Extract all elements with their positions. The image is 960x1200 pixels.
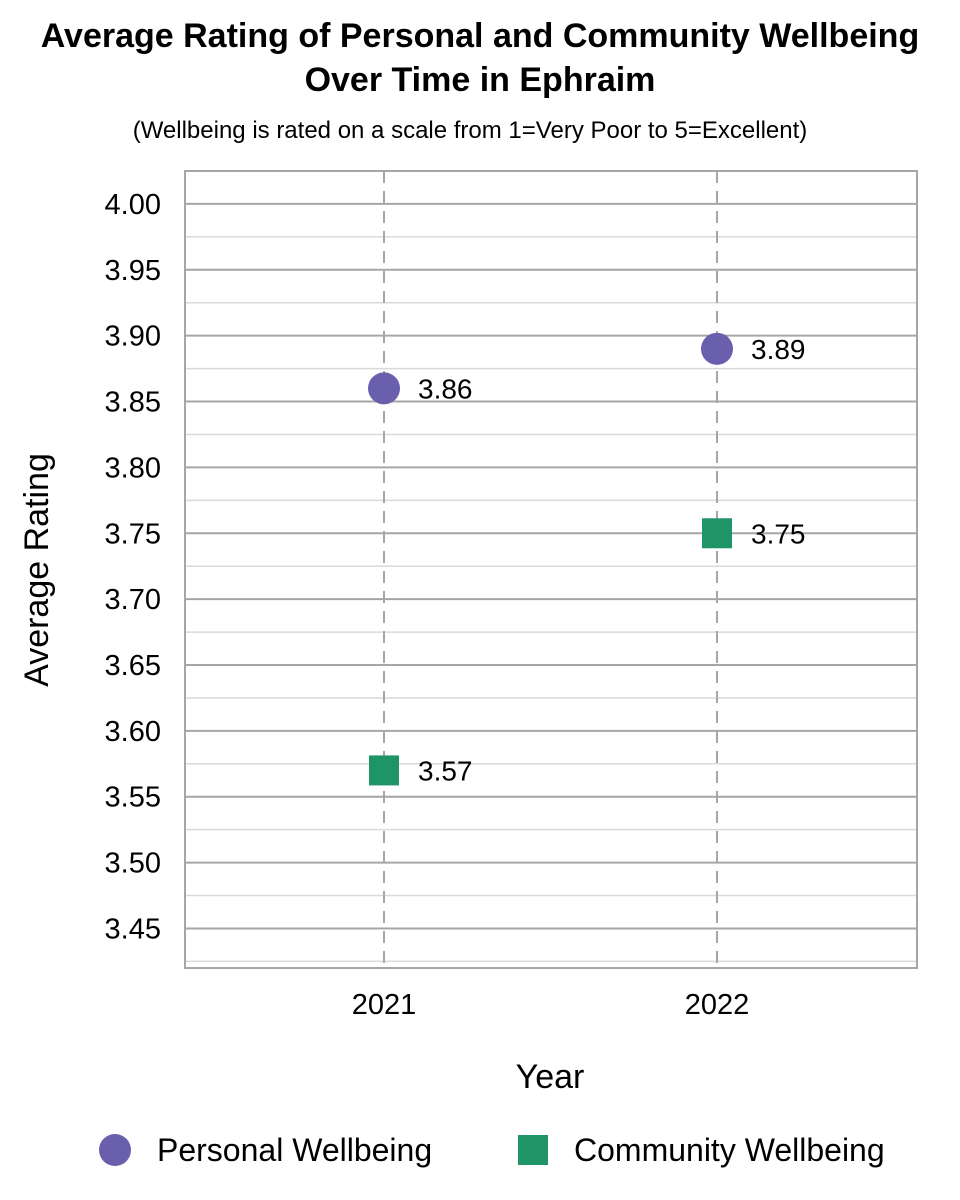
legend-item-personal: Personal Wellbeing bbox=[99, 1128, 432, 1172]
y-tick-label: 3.45 bbox=[105, 913, 161, 945]
legend-marker-community bbox=[518, 1135, 548, 1165]
legend: Personal Wellbeing Community Wellbeing bbox=[0, 1128, 960, 1172]
y-tick-label: 3.60 bbox=[105, 716, 161, 748]
x-tick-label: 2022 bbox=[685, 989, 750, 1021]
chart-title: Average Rating of Personal and Community… bbox=[40, 17, 920, 99]
y-tick-label: 3.95 bbox=[105, 255, 161, 287]
y-tick-label: 3.80 bbox=[105, 452, 161, 484]
y-tick-label: 3.65 bbox=[105, 650, 161, 682]
y-tick-label: 3.70 bbox=[105, 584, 161, 616]
data-point-personal bbox=[701, 332, 733, 365]
data-point-community bbox=[702, 518, 732, 549]
data-label: 3.57 bbox=[418, 755, 473, 786]
chart-plot: 4.00 3.95 3.90 3.85 3.80 3.75 3.70 3.65 3.60 3.55… bbox=[18, 170, 918, 1096]
y-tick-label: 4.00 bbox=[105, 189, 161, 221]
data-label: 3.89 bbox=[751, 334, 806, 365]
y-tick-label: 3.90 bbox=[105, 321, 161, 353]
data-label: 3.86 bbox=[418, 373, 473, 404]
legend-label-personal: Personal Wellbeing bbox=[157, 1132, 433, 1168]
y-tick-label: 3.85 bbox=[105, 387, 161, 419]
legend-item-community: Community Wellbeing bbox=[518, 1128, 885, 1172]
legend-marker-personal bbox=[99, 1134, 131, 1166]
data-point-personal bbox=[368, 372, 400, 405]
y-tick-label: 3.55 bbox=[105, 782, 161, 814]
legend-label-community: Community Wellbeing bbox=[574, 1132, 885, 1168]
y-tick-label: 3.75 bbox=[105, 518, 161, 550]
data-label: 3.75 bbox=[751, 518, 806, 549]
data-point-community bbox=[369, 755, 399, 786]
x-axis-title: Year bbox=[516, 1058, 585, 1096]
x-tick-label: 2021 bbox=[352, 989, 417, 1021]
y-axis-title: Average Rating bbox=[18, 453, 56, 687]
plot-frame bbox=[184, 170, 918, 969]
chart-subtitle: (Wellbeing is rated on a scale from 1=Ve… bbox=[132, 117, 808, 144]
y-tick-label: 3.50 bbox=[105, 848, 161, 880]
